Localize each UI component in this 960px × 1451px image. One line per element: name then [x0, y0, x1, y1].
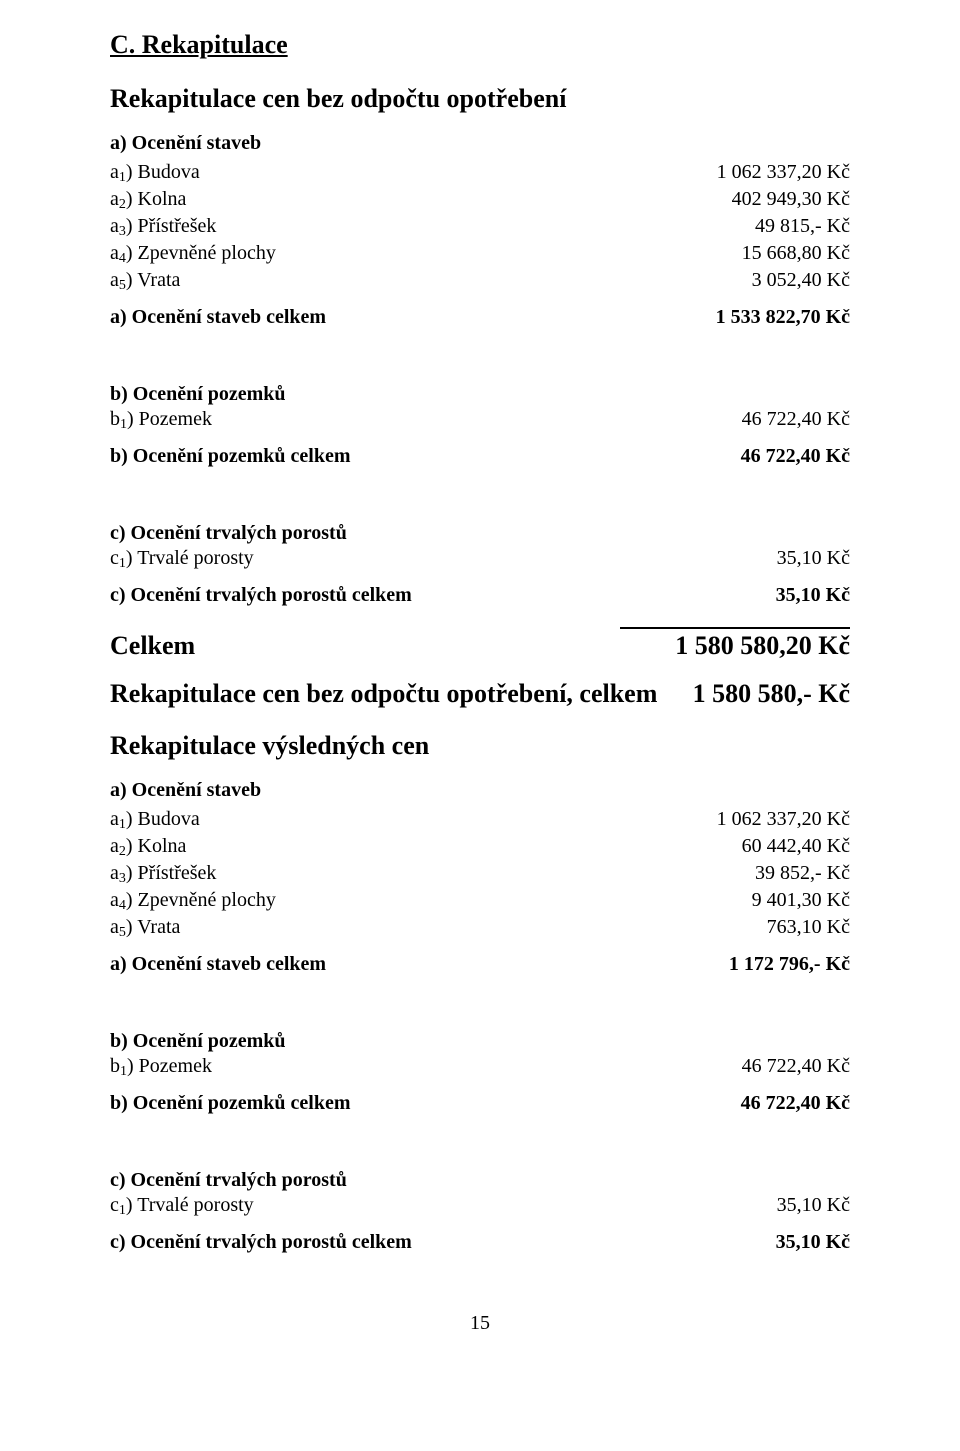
nodep-title: Rekapitulace cen bez odpočtu opotřebení — [110, 84, 850, 114]
nodep-b-heading: b) Ocenění pozemků — [110, 383, 850, 406]
final-b-heading: b) Ocenění pozemků — [110, 1030, 850, 1053]
nodep-summary: Rekapitulace cen bez odpočtu opotřebení,… — [110, 679, 850, 709]
final-a-heading: a) Ocenění staveb — [110, 779, 850, 802]
list-item: c1) Trvalé porosty 35,10 Kč — [110, 545, 850, 572]
nodep-a-heading: a) Ocenění staveb — [110, 132, 850, 155]
final-c-heading: c) Ocenění trvalých porostů — [110, 1169, 850, 1192]
total-rule — [620, 627, 850, 629]
list-item: a1) Budova 1 062 337,20 Kč — [110, 806, 850, 833]
section-c-title: C. Rekapitulace — [110, 30, 850, 60]
list-item: a5) Vrata 763,10 Kč — [110, 914, 850, 941]
list-item: b1) Pozemek 46 722,40 Kč — [110, 1053, 850, 1080]
nodep-c-heading: c) Ocenění trvalých porostů — [110, 522, 850, 545]
final-a-total: a) Ocenění staveb celkem 1 172 796,- Kč — [110, 951, 850, 978]
nodep-a-total: a) Ocenění staveb celkem 1 533 822,70 Kč — [110, 304, 850, 331]
final-title: Rekapitulace výsledných cen — [110, 731, 850, 761]
list-item: a5) Vrata 3 052,40 Kč — [110, 267, 850, 294]
list-item: a1) Budova 1 062 337,20 Kč — [110, 159, 850, 186]
list-item: a4) Zpevněné plochy 9 401,30 Kč — [110, 887, 850, 914]
nodep-grand-total: Celkem 1 580 580,20 Kč — [110, 631, 850, 661]
final-b-total: b) Ocenění pozemků celkem 46 722,40 Kč — [110, 1090, 850, 1117]
list-item: b1) Pozemek 46 722,40 Kč — [110, 406, 850, 433]
list-item: a4) Zpevněné plochy 15 668,80 Kč — [110, 240, 850, 267]
list-item: a3) Přístřešek 39 852,- Kč — [110, 860, 850, 887]
list-item: a2) Kolna 60 442,40 Kč — [110, 833, 850, 860]
nodep-c-total: c) Ocenění trvalých porostů celkem 35,10… — [110, 582, 850, 609]
nodep-b-total: b) Ocenění pozemků celkem 46 722,40 Kč — [110, 443, 850, 470]
list-item: a3) Přístřešek 49 815,- Kč — [110, 213, 850, 240]
page-number: 15 — [110, 1312, 850, 1335]
list-item: a2) Kolna 402 949,30 Kč — [110, 186, 850, 213]
final-c-total: c) Ocenění trvalých porostů celkem 35,10… — [110, 1229, 850, 1256]
list-item: c1) Trvalé porosty 35,10 Kč — [110, 1192, 850, 1219]
